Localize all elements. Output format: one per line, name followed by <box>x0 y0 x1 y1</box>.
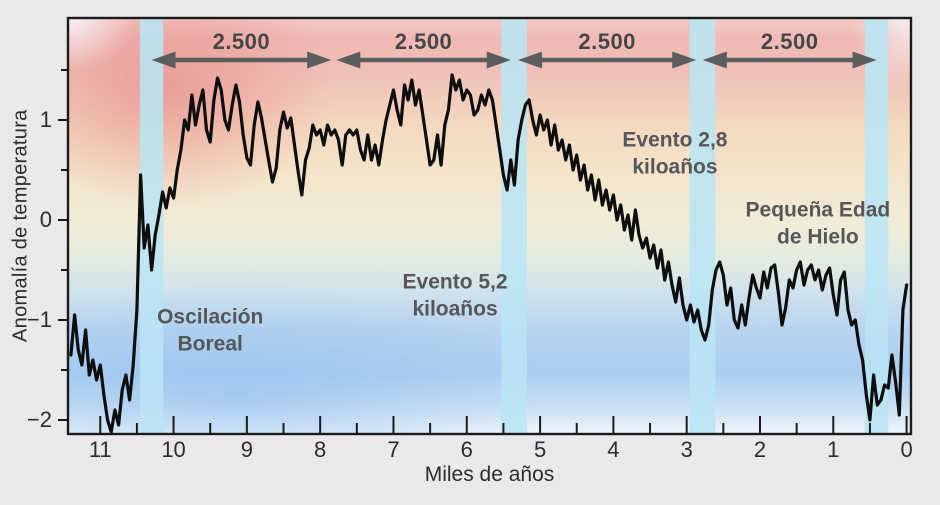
annotation-line: Evento 5,2 <box>403 271 508 294</box>
x-tick-label: 3 <box>681 437 693 462</box>
plot-area <box>68 18 911 434</box>
interval-arrows: 2.500 2.500 2.500 2.500 <box>151 29 877 69</box>
event-band-evento-5-2 <box>501 19 527 433</box>
y-axis-ticks <box>58 69 68 421</box>
annotation-line: Evento 2,8 <box>622 129 727 152</box>
temperature-curve <box>69 73 909 434</box>
plot-frame <box>66 16 913 436</box>
interval-label: 2.500 <box>395 29 453 54</box>
x-tick-label: 5 <box>534 437 546 462</box>
arrow-head-right-icon <box>486 51 511 69</box>
interval-label: 2.500 <box>213 29 271 54</box>
x-tick-label: 1 <box>827 437 839 462</box>
arrow-head-left-icon <box>518 51 543 69</box>
event-band-evento-2-8 <box>689 19 716 433</box>
arrow-head-right-icon <box>852 51 877 69</box>
y-axis-title: Anomalía de temperatura <box>9 109 32 343</box>
annotation-line: kiloaños <box>632 156 717 179</box>
x-tick-label: 10 <box>161 437 185 462</box>
interval-label: 2.500 <box>761 29 819 54</box>
arrow-head-right-icon <box>672 51 697 69</box>
annotation-line: de Hielo <box>777 226 859 249</box>
x-tick-label: 2 <box>754 437 766 462</box>
annotation-line: Oscilación <box>157 306 263 329</box>
arrow-head-left-icon <box>151 51 176 69</box>
interval-label: 2.500 <box>578 29 636 54</box>
x-axis-ticks <box>99 416 908 434</box>
arrow-head-left-icon <box>336 51 361 69</box>
y-tick-label: −1 <box>27 307 52 332</box>
y-tick-label: 0 <box>40 207 52 232</box>
annotation-pequena-edad-label: Pequeña Edad de Hielo <box>746 199 891 249</box>
x-tick-label: 9 <box>241 437 253 462</box>
x-tick-label: 8 <box>314 437 326 462</box>
x-tick-label: 4 <box>607 437 619 462</box>
arrow-head-left-icon <box>702 51 727 69</box>
event-bands <box>139 19 889 433</box>
annotation-line: Boreal <box>178 333 243 356</box>
annotation-evento-5-2-label: Evento 5,2 kiloaños <box>403 271 508 321</box>
annotation-oscilacion-boreal: Oscilación Boreal <box>157 306 263 356</box>
event-band-evento-10-3 <box>139 19 164 433</box>
y-tick-label: −2 <box>27 407 52 432</box>
y-tick-label: 1 <box>40 107 52 132</box>
annotation-evento-2-8-label: Evento 2,8 kiloaños <box>622 129 727 179</box>
annotation-line: Pequeña Edad <box>746 199 891 222</box>
x-axis-title: Miles de años <box>424 463 555 486</box>
x-tick-label: 11 <box>89 437 112 462</box>
annotation-line: kiloaños <box>412 298 497 321</box>
arrow-head-right-icon <box>307 51 332 69</box>
x-tick-label: 7 <box>387 437 399 462</box>
x-tick-label: 6 <box>461 437 473 462</box>
event-band-pequena-edad-hielo <box>864 19 889 433</box>
x-tick-label: 0 <box>900 437 912 462</box>
